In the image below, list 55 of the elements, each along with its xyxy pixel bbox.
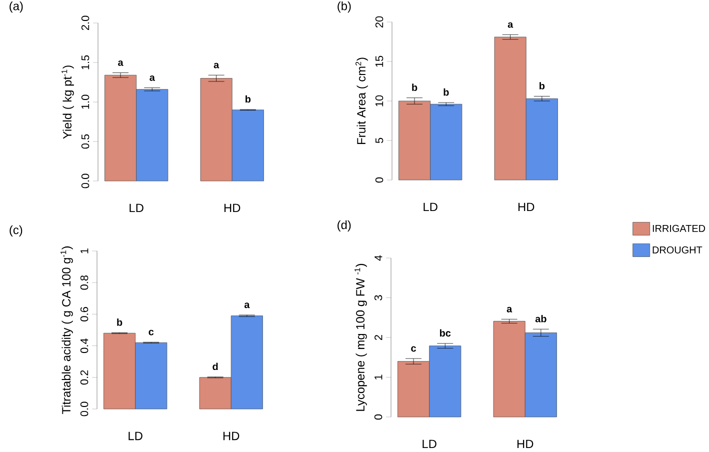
data-label: b bbox=[444, 88, 449, 96]
chart-title: (a) bbox=[10, 1, 23, 13]
data-label: a bbox=[150, 75, 155, 81]
data-label: b bbox=[117, 318, 122, 326]
chart-title: (b) bbox=[338, 1, 351, 13]
y-tick-label: 2.0 bbox=[81, 16, 90, 30]
x-tick-label: LD bbox=[128, 432, 142, 440]
y-tick-label: 15 bbox=[376, 56, 384, 67]
data-label: a bbox=[118, 60, 124, 66]
chart-title: (c) bbox=[10, 225, 22, 237]
data-label: c bbox=[148, 330, 154, 336]
y-tick-label: 1.5 bbox=[82, 55, 90, 70]
y-tick-label: 0 bbox=[374, 414, 382, 420]
y-axis-title: Lycopene ( mg 100 g FW $^{-1}$) bbox=[354, 264, 367, 411]
data-label: a bbox=[244, 302, 250, 308]
y-tick-label: 0.8 bbox=[80, 275, 88, 290]
y-tick-label: 1.0 bbox=[81, 94, 90, 109]
y-tick-label: 0 bbox=[375, 177, 384, 183]
data-label: b bbox=[540, 82, 545, 90]
data-label: b bbox=[246, 95, 251, 103]
y-tick-label: 0.0 bbox=[80, 402, 88, 416]
y-tick-label: 0.2 bbox=[80, 370, 88, 385]
data-label: c bbox=[411, 346, 416, 352]
y-tick-label: 2 bbox=[374, 334, 382, 340]
y-tick-label: 3 bbox=[374, 295, 382, 300]
y-tick-label: 1 bbox=[80, 248, 88, 254]
data-label: bc bbox=[440, 329, 451, 337]
y-tick-label: 0.5 bbox=[81, 134, 90, 149]
y-tick-label: 1 bbox=[374, 374, 382, 380]
legend-label: IRRIGATED bbox=[652, 224, 706, 232]
y-axis-title: Titratable acidity ( g CA 100 g$^{-1}$) bbox=[60, 246, 73, 414]
x-tick-label: LD bbox=[422, 440, 436, 448]
y-tick-label: 5 bbox=[376, 138, 384, 144]
data-label: a bbox=[214, 62, 220, 68]
y-tick-label: 0.6 bbox=[80, 307, 88, 322]
y-axis-title: Fruit Area ( cm$^{2}$) bbox=[356, 58, 368, 144]
y-tick-label: 20 bbox=[375, 16, 384, 28]
y-tick-label: 0.0 bbox=[81, 174, 90, 188]
x-tick-label: HD bbox=[224, 204, 240, 212]
x-tick-label: HD bbox=[223, 432, 240, 440]
y-axis-title: Yield ( kg pt$^{-1}$) bbox=[62, 66, 74, 139]
x-tick-label: LD bbox=[130, 204, 144, 212]
data-label: b bbox=[412, 84, 418, 91]
data-label: ab bbox=[535, 314, 546, 322]
y-tick-label: 4 bbox=[374, 255, 382, 261]
x-tick-label: HD bbox=[517, 440, 534, 448]
legend-label: DROUGHT bbox=[652, 246, 702, 254]
data-label: d bbox=[212, 362, 218, 370]
data-label: a bbox=[508, 22, 514, 28]
y-tick-label: 0.4 bbox=[80, 338, 88, 353]
chart-title: (d) bbox=[338, 220, 351, 232]
y-tick-label: 10 bbox=[375, 95, 384, 106]
x-tick-label: HD bbox=[518, 202, 534, 212]
data-label: a bbox=[506, 306, 512, 312]
x-tick-label: LD bbox=[424, 202, 438, 212]
